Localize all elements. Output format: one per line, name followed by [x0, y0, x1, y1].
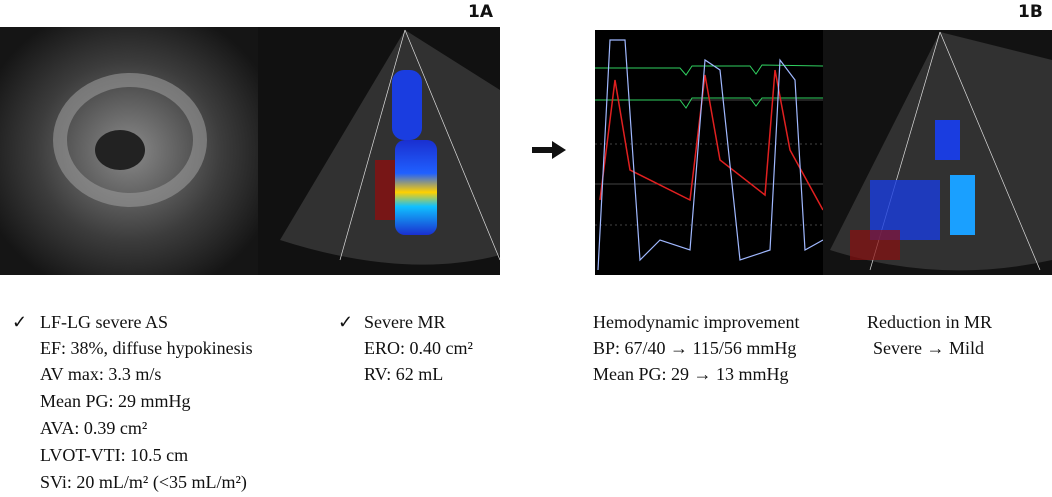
finding-heading: Reduction in MR: [867, 312, 992, 332]
panel-label: 1B: [1018, 2, 1043, 22]
check-mark: ✓: [338, 312, 354, 332]
check-mark: ✓: [12, 312, 28, 332]
finding-text: Severe MR: [364, 312, 446, 332]
images: [0, 27, 1052, 275]
arrow: [532, 141, 566, 159]
echo-color-doppler-after: [823, 30, 1052, 275]
finding-text: Mean PG: 29 → 13 mmHg: [593, 364, 789, 384]
panel-label: 1A: [468, 2, 493, 22]
finding-text: Severe → Mild: [873, 338, 984, 358]
finding-text: LVOT-VTI: 10.5 cm: [40, 445, 189, 465]
hemodynamic-tracing: [595, 30, 824, 275]
echo-short-axis: [0, 27, 258, 275]
finding-text: ERO: 0.40 cm²: [364, 338, 473, 358]
finding-text: BP: 67/40 → 115/56 mmHg: [593, 338, 797, 358]
finding-text: Mean PG: 29 mmHg: [40, 391, 191, 411]
finding-text: SVi: 20 mL/m² (<35 mL/m²): [40, 472, 247, 492]
finding-heading: Hemodynamic improvement: [593, 312, 800, 332]
finding-text: LF-LG severe AS: [40, 312, 168, 332]
finding-text: RV: 62 mL: [364, 364, 444, 384]
finding-text: AV max: 3.3 m/s: [40, 364, 162, 384]
finding-text: EF: 38%, diffuse hypokinesis: [40, 338, 253, 358]
finding-text: AVA: 0.39 cm²: [40, 418, 148, 438]
echo-color-doppler-before: [258, 27, 501, 275]
